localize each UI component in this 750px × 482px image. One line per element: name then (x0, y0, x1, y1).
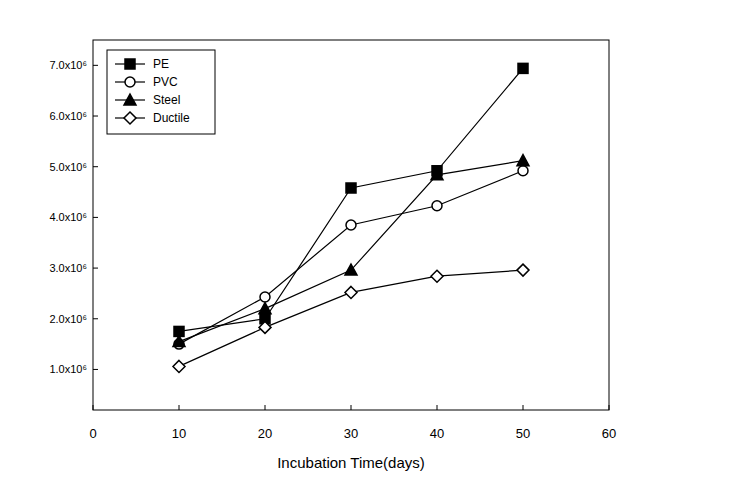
legend-label: Ductile (153, 111, 190, 125)
y-tick (93, 217, 98, 218)
x-tick-label: 30 (344, 426, 358, 441)
x-tick (265, 405, 266, 410)
point (345, 264, 357, 275)
point (346, 183, 356, 193)
y-tick (93, 166, 98, 167)
x-tick (179, 405, 180, 410)
x-tick-label: 0 (89, 426, 96, 441)
x-tick (93, 405, 94, 410)
legend-marker (124, 112, 136, 124)
legend-label: PE (153, 57, 169, 71)
series-line (179, 270, 523, 366)
point (260, 292, 270, 302)
x-tick (437, 405, 438, 410)
y-tick-label: 5.0x10⁶ (49, 161, 87, 173)
legend-label: PVC (153, 75, 178, 89)
y-tick-label: 2.0x10⁶ (49, 313, 87, 325)
legend: PE PVC Steel Ductile (107, 50, 215, 134)
point (517, 155, 529, 166)
point (518, 63, 528, 73)
series-line (179, 161, 523, 342)
legend-box (107, 50, 215, 134)
x-tick (523, 405, 524, 410)
point (346, 220, 356, 230)
legend-marker (125, 77, 135, 87)
point (173, 360, 185, 372)
y-tick (93, 318, 98, 319)
y-tick (93, 369, 98, 370)
point (517, 264, 529, 276)
x-tick-label: 50 (516, 426, 530, 441)
plot-area (173, 63, 529, 372)
y-tick-label: 1.0x10⁶ (49, 363, 87, 375)
x-tick (609, 405, 610, 410)
x-tick-label: 60 (602, 426, 616, 441)
y-tick-label: 7.0x10⁶ (49, 59, 87, 71)
legend-marker (125, 59, 135, 69)
point (432, 201, 442, 211)
x-tick (351, 405, 352, 410)
point (259, 321, 271, 333)
y-tick (93, 65, 98, 66)
point (518, 166, 528, 176)
x-tick-label: 40 (430, 426, 444, 441)
y-tick (93, 116, 98, 117)
chart-container: 0 10 20 30 40 50 60 1.0x10⁶ 2.0x10⁶ 3.0x10⁶ 4.0x10… (0, 0, 750, 482)
point (431, 270, 443, 282)
y-tick-label: 3.0x10⁶ (49, 262, 87, 274)
legend-label: Steel (153, 93, 180, 107)
series-line (179, 68, 523, 331)
y-tick (93, 268, 98, 269)
x-tick-label: 20 (258, 426, 272, 441)
point (345, 286, 357, 298)
legend-marker (124, 94, 136, 105)
y-tick-label: 4.0x10⁶ (49, 211, 87, 223)
series-line (179, 171, 523, 344)
x-axis-label: Incubation Time(days) (277, 454, 425, 471)
chart-svg: 0 10 20 30 40 50 60 1.0x10⁶ 2.0x10⁶ 3.0x10⁶ 4.0x10… (0, 0, 750, 482)
point (431, 169, 443, 180)
plot-frame (93, 40, 609, 410)
point (259, 303, 271, 314)
y-tick-label: 6.0x10⁶ (49, 110, 87, 122)
point (173, 336, 185, 347)
x-tick-label: 10 (172, 426, 186, 441)
